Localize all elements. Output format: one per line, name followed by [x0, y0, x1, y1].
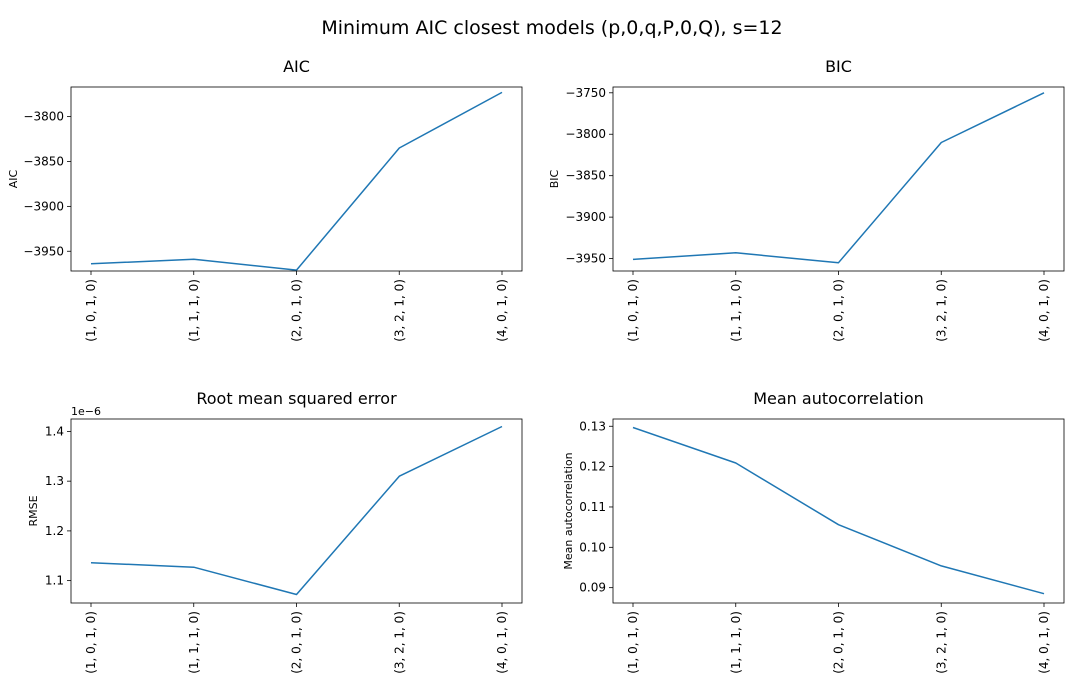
y-axis-label: Mean autocorrelation — [562, 452, 575, 569]
y-tick-label: 1.4 — [45, 424, 64, 438]
y-tick-label: −3750 — [565, 86, 606, 100]
y-tick-label: −3800 — [23, 110, 64, 124]
y-tick-label: 0.09 — [579, 581, 606, 595]
x-tick-label: (1, 0, 1, 0) — [626, 279, 640, 342]
x-tick-label: (3, 2, 1, 0) — [392, 279, 406, 342]
y-tick-label: −3950 — [23, 244, 64, 258]
x-tick-label: (1, 1, 1, 0) — [187, 611, 201, 674]
y-tick-label: 0.10 — [579, 540, 606, 554]
x-tick-label: (4, 0, 1, 0) — [495, 611, 509, 674]
axes-frame — [612, 86, 1065, 272]
y-tick-label: 0.11 — [579, 500, 606, 514]
x-tick-label: (1, 0, 1, 0) — [626, 611, 640, 674]
subplot-title: BIC — [825, 57, 852, 76]
x-tick-label: (4, 0, 1, 0) — [495, 279, 509, 342]
y-tick-label: 0.13 — [579, 419, 606, 433]
subplot-4: Mean autocorrelation 0.09 0.10 0.11 0.12 0.13… — [562, 389, 1065, 674]
subplot-title: Root mean squared error — [196, 389, 397, 408]
y-tick-label: 1.3 — [45, 474, 64, 488]
axes-frame — [612, 418, 1065, 604]
x-tick-label: (1, 0, 1, 0) — [84, 279, 98, 342]
figure-suptitle: Minimum AIC closest models (p,0,q,P,0,Q)… — [321, 17, 782, 39]
subplot-2: BIC −3950 −3900 −3850 −3800 −3750 BIC (1, 0, 1,… — [548, 57, 1065, 342]
y-offset-text: 1e−6 — [71, 405, 101, 418]
subplot-title: Mean autocorrelation — [753, 389, 924, 408]
y-tick-label: −3850 — [23, 154, 64, 168]
y-axis-label: AIC — [7, 169, 20, 188]
y-axis-label: RMSE — [27, 495, 40, 526]
y-tick-label: −3950 — [565, 252, 606, 266]
x-tick-label: (1, 0, 1, 0) — [84, 611, 98, 674]
subplot-3: Root mean squared error 1.1 1.2 1.3 1.4 1e−6 R… — [27, 389, 523, 674]
x-tick-label: (4, 0, 1, 0) — [1037, 611, 1051, 674]
y-tick-label: 1.1 — [45, 574, 64, 588]
y-tick-label: −3900 — [23, 199, 64, 213]
y-tick-label: −3800 — [565, 127, 606, 141]
subplot-title: AIC — [283, 57, 310, 76]
x-tick-label: (3, 2, 1, 0) — [934, 611, 948, 674]
subplots: AIC −3950 −3900 −3850 −3800 AIC (1, 0, 1, 0) (1… — [7, 57, 1065, 674]
y-tick-label: −3850 — [565, 169, 606, 183]
x-tick-label: (1, 1, 1, 0) — [187, 279, 201, 342]
y-axis-label: BIC — [548, 169, 561, 188]
y-tick-label: 1.2 — [45, 524, 64, 538]
axes-frame — [70, 86, 523, 272]
x-tick-label: (1, 1, 1, 0) — [729, 611, 743, 674]
y-tick-label: 0.12 — [579, 460, 606, 474]
subplot-1: AIC −3950 −3900 −3850 −3800 AIC (1, 0, 1, 0) (1… — [7, 57, 523, 342]
x-tick-label: (4, 0, 1, 0) — [1037, 279, 1051, 342]
axes-frame — [70, 418, 523, 604]
x-tick-label: (2, 0, 1, 0) — [290, 279, 304, 342]
x-tick-label: (3, 2, 1, 0) — [934, 279, 948, 342]
x-tick-label: (2, 0, 1, 0) — [832, 611, 846, 674]
x-tick-label: (2, 0, 1, 0) — [290, 611, 304, 674]
y-tick-label: −3900 — [565, 210, 606, 224]
x-tick-label: (1, 1, 1, 0) — [729, 279, 743, 342]
x-tick-label: (2, 0, 1, 0) — [832, 279, 846, 342]
x-tick-label: (3, 2, 1, 0) — [392, 611, 406, 674]
